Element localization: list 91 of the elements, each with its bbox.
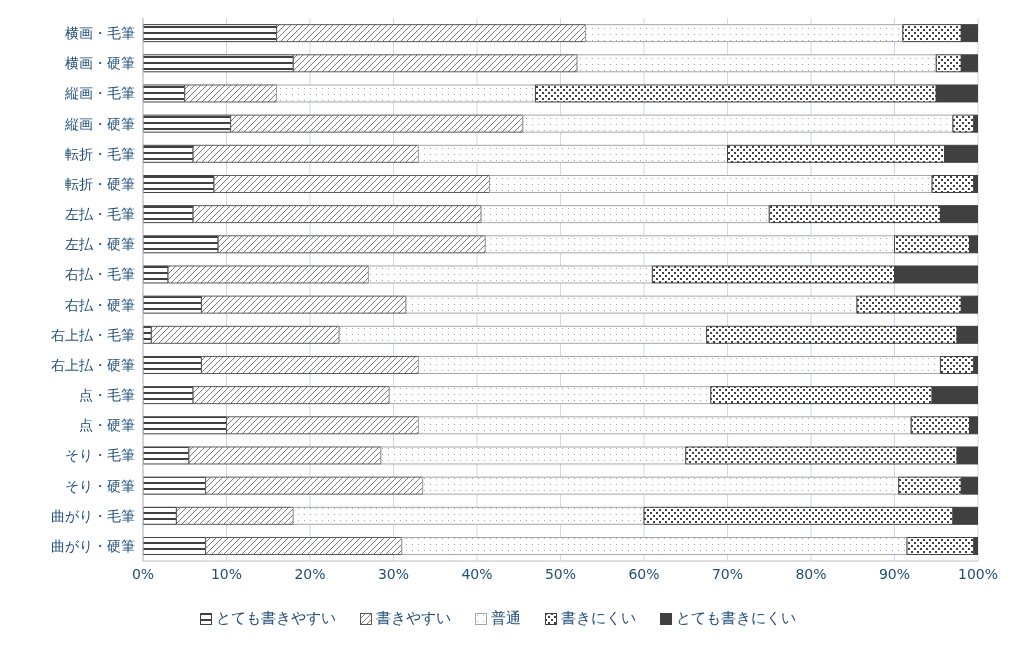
bar [188,446,382,465]
bar [143,24,278,43]
bar [143,295,202,314]
bar [143,205,194,224]
x-tick-label: 0% [131,565,155,582]
bar [276,84,536,103]
bar [150,325,340,344]
y-tick-label: 曲がり・毛筆 [51,507,135,524]
bar [143,446,190,465]
y-tick-label: 右上払・毛筆 [51,326,135,343]
x-tick-label: 30% [377,565,410,582]
bar [367,265,653,284]
bar [200,295,407,314]
y-tick-label: 右払・毛筆 [65,266,135,283]
bar [143,54,294,73]
legend-label: とても書きにくい [676,609,796,628]
y-tick-label: 転折・毛筆 [65,145,135,162]
bar [931,174,975,193]
bar [192,205,482,224]
bar [143,355,202,374]
bar [192,386,390,405]
y-tick-label: 右払・硬筆 [65,296,135,313]
bar [522,114,954,133]
y-tick-label: 右上払・硬筆 [51,356,135,373]
legend-label: 書きにくい [561,609,636,628]
bar [418,144,728,163]
legend-label: 書きやすい [376,609,451,628]
bar [143,144,194,163]
bar [205,476,424,495]
bar [489,174,933,193]
bar [143,235,219,254]
x-tick-label: 20% [294,565,326,582]
x-tick-label: 40% [461,565,493,582]
bar [292,506,645,525]
x-tick-label: 70% [711,565,744,582]
bar [143,536,207,555]
bar [276,24,587,43]
y-tick-label: そり・硬筆 [65,477,135,494]
bar [405,295,858,314]
bar [380,446,687,465]
legend-label: 普通 [491,609,521,628]
bar [401,536,908,555]
bar [480,205,770,224]
y-tick-label: そり・毛筆 [65,447,135,464]
y-tick-label: 曲がり・硬筆 [51,537,135,554]
x-tick-label: 60% [628,565,660,582]
bar [143,174,215,193]
bar [576,54,937,73]
y-tick-label: 左払・硬筆 [65,236,135,253]
bar [143,416,227,435]
bar [422,476,900,495]
y-tick-label: 点・毛筆 [79,387,135,404]
bar [292,54,578,73]
bar [213,174,491,193]
x-tick-label: 50% [544,565,577,582]
x-tick-label: 10% [210,565,243,582]
bar [230,114,524,133]
bar [192,144,420,163]
bar [418,416,912,435]
y-tick-label: 左払・毛筆 [65,206,135,223]
bar [338,325,708,344]
bar [418,355,941,374]
bar [184,84,278,103]
x-tick-label: 90% [878,565,911,582]
bar [143,114,232,133]
y-tick-label: 点・硬筆 [79,417,135,434]
y-tick-label: 横画・硬筆 [65,55,135,72]
bar [200,355,420,374]
bar [906,536,975,555]
bar [143,476,207,495]
y-tick-label: 縦画・硬筆 [64,115,135,132]
bar [585,24,904,43]
y-tick-label: 縦画・毛筆 [64,85,135,102]
bar [952,114,975,133]
bar [175,506,294,525]
bar [226,416,420,435]
y-tick-label: 横画・毛筆 [65,25,135,42]
bar [939,355,975,374]
bar [484,235,895,254]
bar [143,506,177,525]
bar [217,235,486,254]
x-tick-label: 80% [795,565,827,582]
bar [167,265,369,284]
x-tick-label: 100% [957,565,999,582]
bar [205,536,403,555]
legend-label: とても書きやすい [216,609,336,628]
y-tick-label: 転折・硬筆 [65,175,135,192]
bar [388,386,712,405]
bar [143,265,169,284]
bar [143,84,186,103]
bar [143,386,194,405]
